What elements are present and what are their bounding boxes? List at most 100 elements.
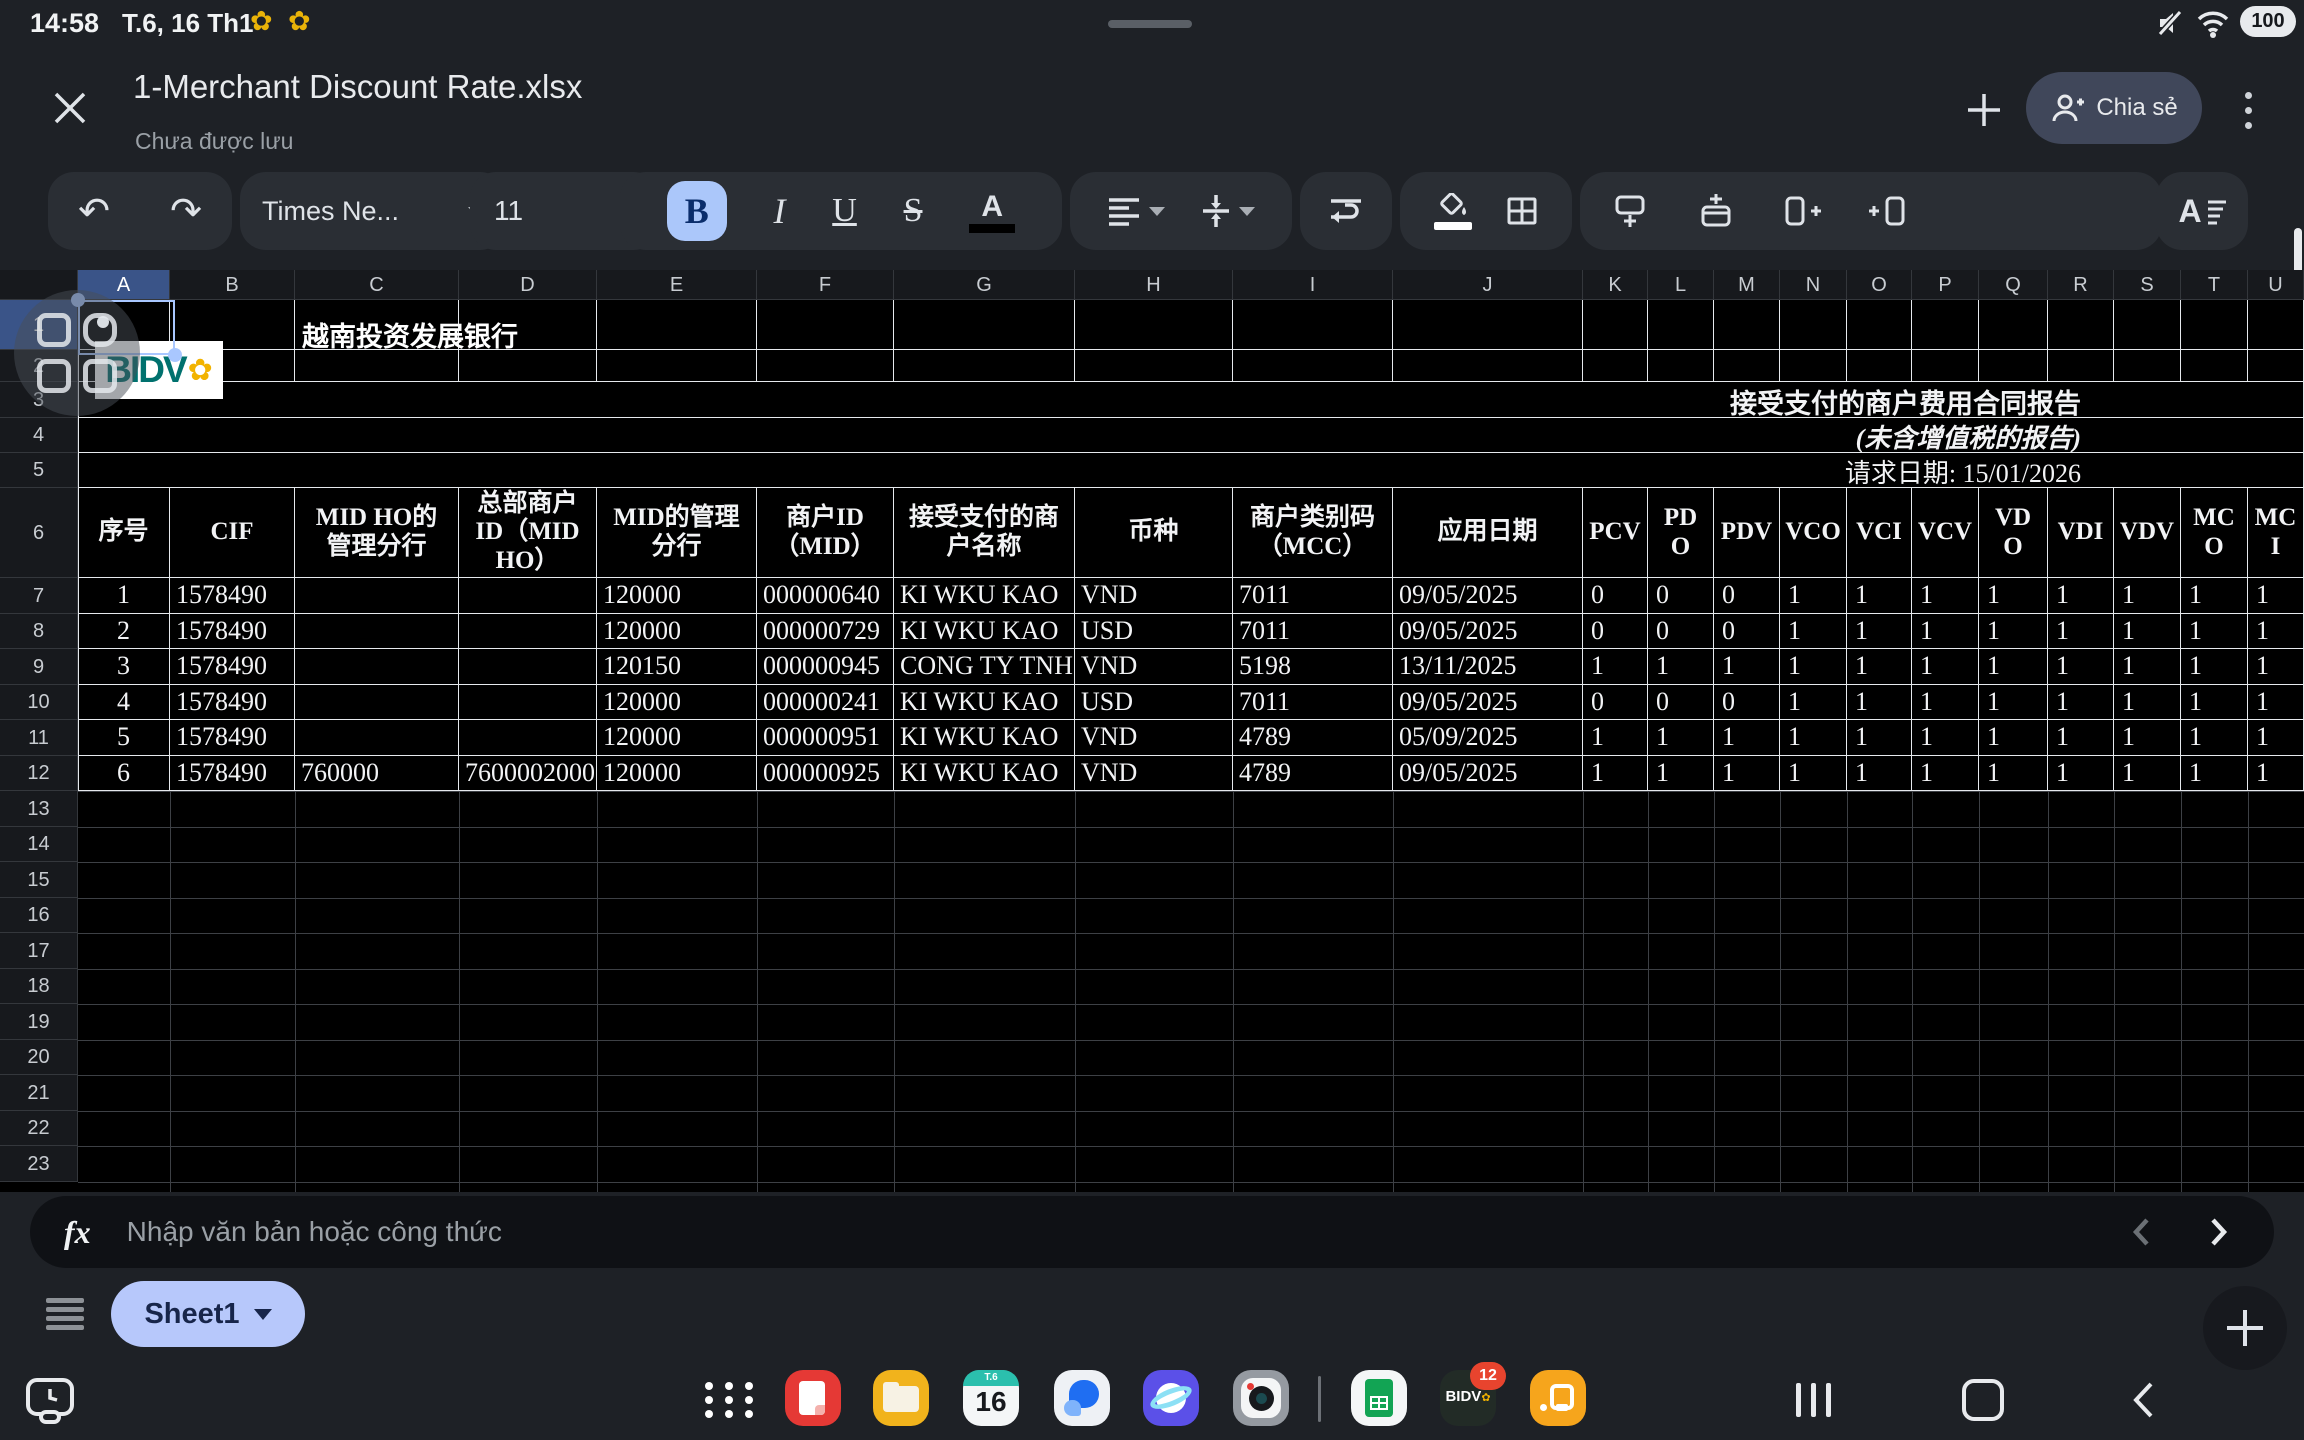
- cell-C8[interactable]: [295, 614, 459, 649]
- cell-O10[interactable]: 1: [1847, 685, 1912, 720]
- more-options-icon[interactable]: [2232, 84, 2264, 136]
- cell-K11[interactable]: 1: [1583, 720, 1648, 756]
- cell-F9[interactable]: 000000945: [757, 649, 894, 685]
- cell-F1[interactable]: [757, 300, 894, 350]
- cell-T7[interactable]: 1: [2181, 578, 2248, 614]
- cell-D6[interactable]: 总部商户 ID（MID HO）: [459, 488, 597, 578]
- cell-A11[interactable]: 5: [78, 720, 170, 756]
- cell-Q12[interactable]: 1: [1979, 756, 2048, 791]
- cell-J10[interactable]: 09/05/2025: [1393, 685, 1583, 720]
- cell-I1[interactable]: [1233, 300, 1393, 350]
- cell-I2[interactable]: [1233, 350, 1393, 382]
- cell-E9[interactable]: 120150: [597, 649, 757, 685]
- cell-T12[interactable]: 1: [2181, 756, 2248, 791]
- row-header-9[interactable]: 9: [0, 649, 78, 685]
- notes-app-icon[interactable]: [785, 1370, 841, 1426]
- cell-M11[interactable]: 1: [1714, 720, 1780, 756]
- report-subtitle-cell[interactable]: (未含增值税的报告): [78, 418, 2304, 453]
- cell-E2[interactable]: [597, 350, 757, 382]
- cell-H9[interactable]: VND: [1075, 649, 1233, 685]
- cell-P12[interactable]: 1: [1912, 756, 1979, 791]
- cell-T8[interactable]: 1: [2181, 614, 2248, 649]
- close-icon[interactable]: [48, 86, 92, 130]
- cell-J8[interactable]: 09/05/2025: [1393, 614, 1583, 649]
- cell-S6[interactable]: VDV: [2114, 488, 2181, 578]
- column-header-A[interactable]: A: [78, 270, 170, 300]
- cell-N11[interactable]: 1: [1780, 720, 1847, 756]
- cell-Q9[interactable]: 1: [1979, 649, 2048, 685]
- cell-H2[interactable]: [1075, 350, 1233, 382]
- row-header-4[interactable]: 4: [0, 418, 78, 453]
- cell-S8[interactable]: 1: [2114, 614, 2181, 649]
- cell-H7[interactable]: VND: [1075, 578, 1233, 614]
- cell-A6[interactable]: 序号: [78, 488, 170, 578]
- add-icon[interactable]: [1962, 88, 2006, 132]
- row-header-20[interactable]: 20: [0, 1040, 78, 1075]
- cell-U8[interactable]: 1: [2248, 614, 2304, 649]
- cell-Q8[interactable]: 1: [1979, 614, 2048, 649]
- cell-K2[interactable]: [1583, 350, 1648, 382]
- cell-A12[interactable]: 6: [78, 756, 170, 791]
- screen-time-icon[interactable]: [24, 1376, 76, 1424]
- column-header-B[interactable]: B: [170, 270, 295, 300]
- cell-F10[interactable]: 000000241: [757, 685, 894, 720]
- row-header-11[interactable]: 11: [0, 720, 78, 756]
- cell-Q7[interactable]: 1: [1979, 578, 2048, 614]
- cell-R7[interactable]: 1: [2048, 578, 2114, 614]
- cell-O7[interactable]: 1: [1847, 578, 1912, 614]
- row-header-12[interactable]: 12: [0, 756, 78, 791]
- cell-T11[interactable]: 1: [2181, 720, 2248, 756]
- text-wrap-button[interactable]: [1329, 172, 1363, 250]
- google-sheets-app-icon[interactable]: [1351, 1370, 1407, 1426]
- cell-P10[interactable]: 1: [1912, 685, 1979, 720]
- cell-B7[interactable]: 1578490: [170, 578, 295, 614]
- cell-S2[interactable]: [2114, 350, 2181, 382]
- cell-R2[interactable]: [2048, 350, 2114, 382]
- cell-K12[interactable]: 1: [1583, 756, 1648, 791]
- cell-G11[interactable]: KI WKU KAO: [894, 720, 1075, 756]
- column-header-C[interactable]: C: [295, 270, 459, 300]
- cell-C1[interactable]: [295, 300, 459, 350]
- column-header-F[interactable]: F: [757, 270, 894, 300]
- cell-U9[interactable]: 1: [2248, 649, 2304, 685]
- row-header-18[interactable]: 18: [0, 969, 78, 1004]
- strikethrough-button[interactable]: S: [903, 192, 923, 229]
- format-options-button[interactable]: A: [2178, 192, 2226, 229]
- cell-L12[interactable]: 1: [1648, 756, 1714, 791]
- cell-D12[interactable]: 7600002000: [459, 756, 597, 791]
- cell-M7[interactable]: 0: [1714, 578, 1780, 614]
- cell-C10[interactable]: [295, 685, 459, 720]
- cell-C7[interactable]: [295, 578, 459, 614]
- cell-J11[interactable]: 05/09/2025: [1393, 720, 1583, 756]
- cell-N6[interactable]: VCO: [1780, 488, 1847, 578]
- cell-L6[interactable]: PD O: [1648, 488, 1714, 578]
- back-button[interactable]: [2130, 1360, 2156, 1440]
- cell-N8[interactable]: 1: [1780, 614, 1847, 649]
- row-header-13[interactable]: 13: [0, 791, 78, 827]
- insert-column-right-icon[interactable]: [1852, 172, 1924, 250]
- row-header-8[interactable]: 8: [0, 614, 78, 649]
- cell-F6[interactable]: 商户ID （MID）: [757, 488, 894, 578]
- cell-U7[interactable]: 1: [2248, 578, 2304, 614]
- row-header-22[interactable]: 22: [0, 1111, 78, 1146]
- cell-G6[interactable]: 接受支付的商 户名称: [894, 488, 1075, 578]
- cell-E10[interactable]: 120000: [597, 685, 757, 720]
- undo-button[interactable]: ↶: [78, 190, 110, 233]
- cell-N12[interactable]: 1: [1780, 756, 1847, 791]
- row-header-14[interactable]: 14: [0, 827, 78, 862]
- cell-U12[interactable]: 1: [2248, 756, 2304, 791]
- cell-G8[interactable]: KI WKU KAO: [894, 614, 1075, 649]
- cell-N1[interactable]: [1780, 300, 1847, 350]
- cell-J1[interactable]: [1393, 300, 1583, 350]
- cell-K1[interactable]: [1583, 300, 1648, 350]
- cell-R11[interactable]: 1: [2048, 720, 2114, 756]
- cell-T2[interactable]: [2181, 350, 2248, 382]
- cell-M10[interactable]: 0: [1714, 685, 1780, 720]
- cell-R8[interactable]: 1: [2048, 614, 2114, 649]
- cell-L11[interactable]: 1: [1648, 720, 1714, 756]
- cell-N9[interactable]: 1: [1780, 649, 1847, 685]
- cell-C11[interactable]: [295, 720, 459, 756]
- column-header-K[interactable]: K: [1583, 270, 1648, 300]
- cell-Q6[interactable]: VD O: [1979, 488, 2048, 578]
- cell-O1[interactable]: [1847, 300, 1912, 350]
